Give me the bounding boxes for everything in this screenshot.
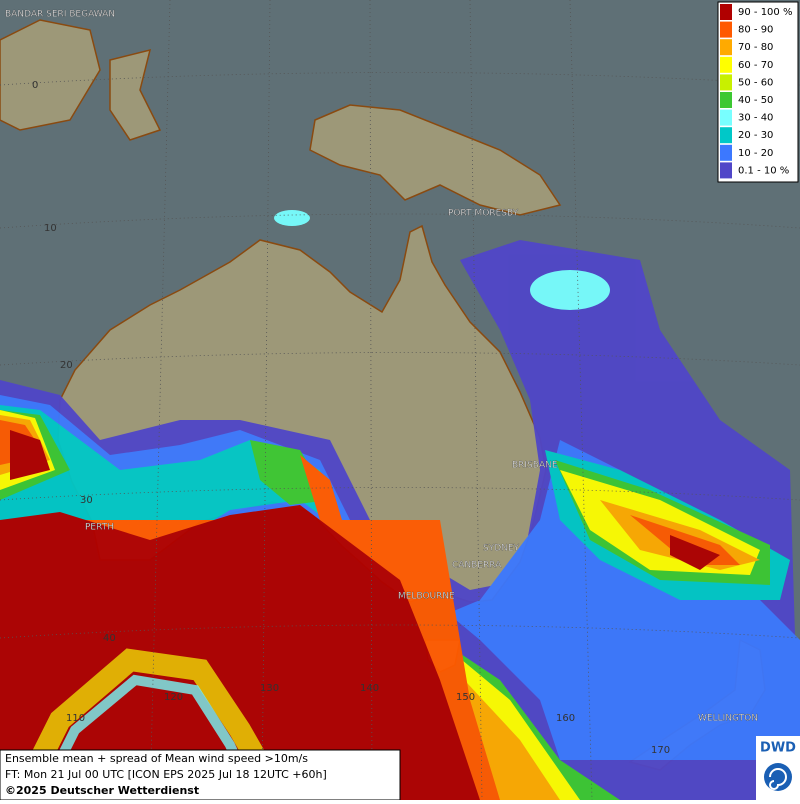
- legend-label: 30 - 40: [738, 113, 773, 124]
- legend-label: 70 - 80: [738, 42, 773, 53]
- longitude-line: [369, 0, 373, 801]
- latitude-line: [0, 72, 800, 86]
- logo: DWD: [756, 736, 800, 800]
- legend-label: 50 - 60: [738, 77, 773, 88]
- grid-label: 140: [360, 683, 379, 694]
- city-label: WELLINGTON: [698, 714, 758, 724]
- city-label: BRISBANE: [512, 461, 558, 471]
- legend-label: 20 - 30: [738, 130, 773, 141]
- grid-label: 40: [103, 633, 116, 644]
- legend-swatch: [720, 162, 732, 179]
- latitude-line: [0, 352, 800, 366]
- area-green: [0, 410, 770, 800]
- latitude-line: [0, 487, 800, 501]
- legend-swatch: [720, 92, 732, 108]
- grid-label: 0: [32, 80, 38, 91]
- area-cyan-north: [274, 210, 310, 226]
- legend-label: 0.1 - 10 %: [738, 165, 789, 176]
- grid-label: 170: [651, 745, 670, 756]
- longitude-line: [149, 0, 171, 801]
- city-label: PERTH: [85, 523, 114, 533]
- footer-line: Ensemble mean + spread of Mean wind spee…: [5, 752, 308, 765]
- probability-field: [0, 210, 800, 804]
- grid-label: 130: [260, 683, 279, 694]
- area-teal: [0, 405, 790, 600]
- legend-swatch: [720, 109, 732, 126]
- logo-swirl: [769, 768, 787, 790]
- footer-line: ©2025 Deutscher Wetterdienst: [5, 784, 199, 797]
- latitude-line: [0, 213, 800, 229]
- city-label: PORT MORESBY: [448, 209, 519, 219]
- grid-label: 150: [456, 692, 475, 703]
- footer-line: FT: Mon 21 Jul 00 UTC [ICON EPS 2025 Jul…: [5, 768, 327, 781]
- legend-swatch: [720, 56, 732, 73]
- legend-swatch: [720, 4, 732, 20]
- latitude-line: [0, 624, 800, 639]
- city-label: CANBERRA: [452, 561, 502, 571]
- grid-label: 20: [60, 360, 73, 371]
- longitude-line: [569, 0, 593, 801]
- legend-swatch: [720, 74, 732, 91]
- labels: BANDAR SERI BEGAWAN PORT MORESBY BRISBANE P…: [5, 9, 758, 756]
- city-label: BANDAR SERI BEGAWAN: [5, 10, 115, 20]
- legend-label: 90 - 100 %: [738, 7, 792, 18]
- legend-swatch: [720, 39, 732, 56]
- legend-label: 40 - 50: [738, 95, 773, 106]
- legend-label: 60 - 70: [738, 60, 773, 71]
- longitude-line: [261, 0, 271, 801]
- legend-label: 10 - 20: [738, 148, 773, 159]
- city-label: MELBOURNE: [398, 592, 455, 602]
- longitude-line: [469, 0, 483, 801]
- borneo: [0, 19, 101, 131]
- legend-swatch: [720, 127, 732, 144]
- legend: 90 - 100 % 80 - 90 70 - 80 60 - 70 50 - 60 40…: [717, 1, 799, 183]
- grid-label: 30: [80, 495, 93, 506]
- area-inner-spread: [10, 648, 290, 804]
- grid-label: 110: [66, 713, 85, 724]
- footer: Ensemble mean + spread of Mean wind spee…: [0, 749, 401, 801]
- legend-swatch: [720, 144, 732, 161]
- grid-label: 10: [44, 223, 57, 234]
- logo-text: DWD: [760, 741, 796, 756]
- area-cyan-coral-sea: [530, 270, 610, 310]
- city-label: SYDNEY: [483, 544, 520, 554]
- sulawesi: [109, 48, 162, 141]
- grid-label: 120: [164, 692, 183, 703]
- legend-swatch: [720, 21, 732, 38]
- area-red: [0, 430, 720, 800]
- legend-label: 80 - 90: [738, 25, 773, 36]
- grid-label: 160: [556, 713, 575, 724]
- footer-box: [0, 749, 401, 801]
